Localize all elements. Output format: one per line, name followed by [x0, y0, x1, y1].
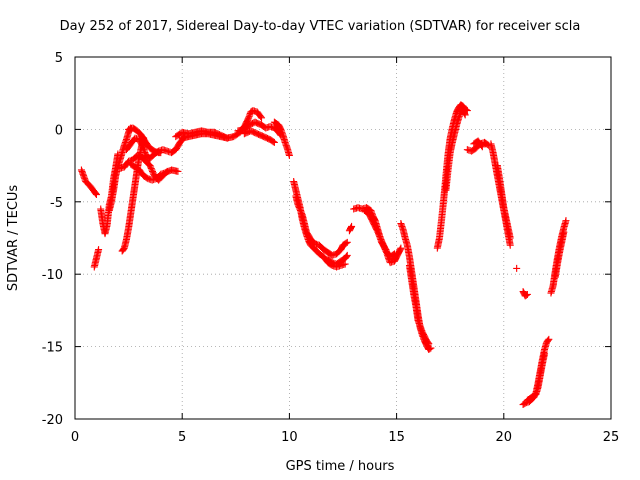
- data-point: [296, 205, 304, 213]
- data-point: [270, 138, 278, 146]
- x-tick-label: 15: [388, 430, 405, 445]
- data-point: [348, 222, 356, 230]
- data-point: [92, 190, 100, 198]
- plot-frame: [74, 56, 612, 420]
- data-point: [295, 202, 303, 210]
- y-tick-label: -5: [50, 196, 63, 211]
- data-point: [378, 237, 386, 245]
- data-point: [426, 345, 434, 353]
- data-points: [77, 101, 570, 409]
- data-point: [258, 114, 266, 122]
- data-point: [95, 246, 103, 254]
- data-point: [257, 113, 265, 121]
- data-point: [523, 290, 531, 298]
- x-tick-label: 25: [603, 430, 620, 445]
- data-point: [478, 143, 486, 151]
- data-point: [376, 233, 384, 241]
- data-point: [374, 228, 382, 236]
- y-tick-label: -15: [42, 341, 63, 356]
- data-point: [378, 238, 386, 246]
- data-point: [223, 134, 231, 142]
- data-point: [560, 228, 568, 236]
- data-point: [506, 241, 514, 249]
- data-point: [513, 264, 521, 272]
- data-point: [506, 234, 514, 242]
- data-point: [381, 244, 389, 252]
- data-point: [377, 235, 385, 243]
- x-axis-label: GPS time / hours: [286, 459, 395, 474]
- data-point: [343, 251, 351, 259]
- data-point: [298, 209, 306, 217]
- data-point: [541, 350, 549, 358]
- grid: [75, 57, 611, 419]
- data-point: [148, 167, 156, 175]
- data-point: [294, 201, 302, 209]
- data-point: [461, 111, 469, 119]
- axis-ticks: 0 5 10 15 20 25 5 0 -5 -10 -15 -20: [42, 51, 620, 445]
- x-tick-label: 20: [496, 430, 513, 445]
- data-point: [379, 241, 387, 249]
- y-tick-label: 0: [55, 123, 63, 138]
- data-point: [174, 167, 182, 175]
- y-tick-label: -20: [42, 413, 63, 428]
- data-point: [484, 141, 492, 149]
- data-point: [427, 344, 435, 352]
- data-point: [269, 138, 277, 146]
- data-point: [147, 163, 155, 171]
- data-point: [424, 339, 432, 347]
- data-point: [544, 336, 552, 344]
- data-point: [373, 227, 381, 235]
- data-point: [562, 217, 570, 225]
- data-point: [380, 243, 388, 251]
- data-point: [297, 208, 305, 216]
- y-axis-label: SDTVAR / TECUs: [6, 185, 21, 292]
- data-point: [146, 162, 154, 170]
- y-tick-label: -10: [42, 268, 63, 283]
- data-point: [389, 251, 397, 259]
- data-point: [522, 291, 530, 299]
- data-point: [295, 204, 303, 212]
- x-tick-label: 5: [178, 430, 186, 445]
- chart-title: Day 252 of 2017, Sidereal Day-to-day VTE…: [60, 19, 581, 34]
- data-point: [376, 234, 384, 242]
- data-point: [390, 250, 398, 258]
- data-point: [148, 166, 156, 174]
- data-point: [375, 230, 383, 238]
- data-point: [343, 252, 351, 260]
- y-tick-label: 5: [55, 51, 63, 66]
- data-point: [478, 142, 486, 150]
- x-tick-label: 0: [71, 430, 79, 445]
- data-point: [285, 151, 293, 159]
- data-point: [342, 239, 350, 247]
- x-tick-label: 10: [281, 430, 298, 445]
- data-point: [397, 244, 405, 252]
- data-point: [545, 335, 553, 343]
- data-point: [147, 164, 155, 172]
- data-point: [375, 231, 383, 239]
- data-point: [379, 240, 387, 248]
- data-point: [92, 191, 100, 199]
- data-point: [149, 169, 157, 177]
- data-point: [296, 206, 304, 214]
- data-point: [425, 340, 433, 348]
- data-point: [343, 238, 351, 246]
